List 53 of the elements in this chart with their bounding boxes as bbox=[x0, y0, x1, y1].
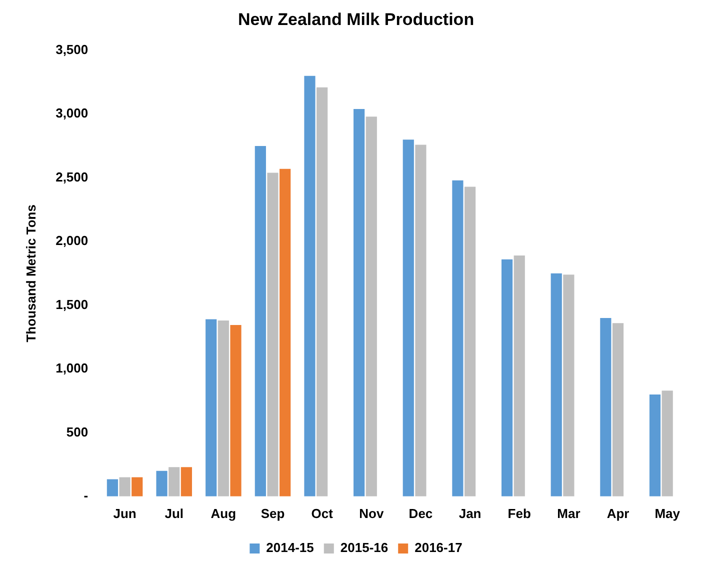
x-tick-label: May bbox=[654, 506, 681, 521]
x-tick-label: Apr bbox=[606, 506, 630, 521]
bar bbox=[464, 186, 476, 496]
bar bbox=[206, 319, 217, 496]
legend-label: 2014-15 bbox=[266, 540, 314, 556]
bar bbox=[563, 274, 574, 496]
bar bbox=[304, 76, 316, 496]
y-tick-label: 3,500 bbox=[56, 42, 88, 57]
y-axis-title: Thousand Metric Tons bbox=[23, 204, 38, 342]
legend-label: 2016-17 bbox=[414, 540, 462, 556]
y-tick-label: 2,500 bbox=[56, 169, 88, 184]
bar bbox=[366, 116, 377, 496]
bar bbox=[254, 146, 266, 496]
x-tick-label: Nov bbox=[359, 506, 384, 521]
bar bbox=[612, 323, 624, 496]
x-tick-label: Jun bbox=[113, 506, 136, 521]
bar bbox=[354, 109, 365, 496]
x-tick-label: Dec bbox=[408, 506, 433, 521]
bar bbox=[514, 256, 525, 496]
bar bbox=[550, 273, 562, 496]
legend-label: 2015-16 bbox=[340, 540, 388, 556]
y-tick-label: 1,000 bbox=[56, 360, 88, 376]
bar bbox=[156, 470, 168, 496]
x-tick-label: Aug bbox=[210, 506, 236, 521]
x-tick-label: Oct bbox=[311, 506, 334, 521]
bar bbox=[662, 390, 673, 496]
x-tick-label: Sep bbox=[260, 506, 285, 521]
bar bbox=[180, 467, 192, 496]
x-tick-label: Jul bbox=[164, 506, 184, 521]
y-tick-label: 3,000 bbox=[56, 106, 88, 121]
bar bbox=[402, 140, 414, 496]
bar bbox=[452, 180, 464, 496]
bar bbox=[649, 394, 661, 496]
y-tick-label: 500 bbox=[66, 424, 88, 440]
bar bbox=[218, 320, 229, 496]
bar bbox=[280, 168, 291, 496]
y-tick-label: - bbox=[84, 488, 88, 503]
y-tick-label: 1,500 bbox=[56, 296, 88, 312]
bar bbox=[119, 477, 130, 496]
bar bbox=[316, 87, 328, 496]
y-tick-label: 2,000 bbox=[56, 233, 88, 248]
bar bbox=[267, 172, 278, 496]
bar bbox=[501, 259, 513, 496]
bar bbox=[600, 318, 612, 496]
bar bbox=[168, 467, 180, 496]
chart-title: New Zealand Milk Production bbox=[238, 10, 474, 29]
x-tick-label: Mar bbox=[557, 506, 580, 521]
x-tick-label: Feb bbox=[508, 506, 531, 521]
bar bbox=[415, 144, 426, 496]
bar bbox=[106, 479, 118, 496]
bar bbox=[132, 477, 143, 496]
x-tick-label: Jan bbox=[458, 506, 482, 521]
bar bbox=[230, 325, 242, 496]
